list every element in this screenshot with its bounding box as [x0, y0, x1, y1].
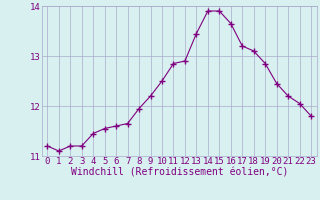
X-axis label: Windchill (Refroidissement éolien,°C): Windchill (Refroidissement éolien,°C)	[70, 168, 288, 178]
